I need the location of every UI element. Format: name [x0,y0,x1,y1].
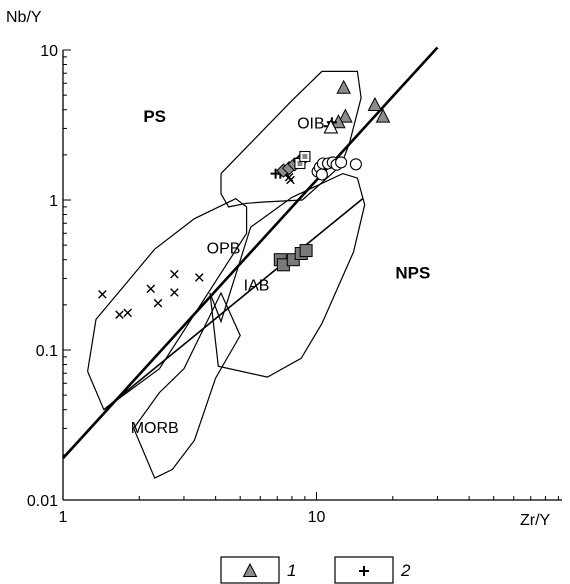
data-point-triangle-gray [336,79,352,94]
triangle-marker [336,79,352,94]
data-points [98,79,391,319]
plus-marker [359,566,369,576]
data-point-square-gray [299,244,313,258]
triangle-marker [367,96,383,111]
circle-marker [349,158,362,171]
x-marker [123,308,132,318]
square-marker-inner [297,161,303,166]
legend-label: 1 [287,561,296,580]
data-point-x-cross [286,175,295,185]
field-label-oib: OIB [297,115,325,132]
data-point-x-cross [146,284,156,294]
data-point-circle-open [315,168,328,181]
field-label-nps: NPS [395,263,430,282]
data-point-x-cross [98,290,107,299]
data-point-x-cross [153,298,163,308]
data-point-x-cross [170,288,179,297]
x-marker [115,310,124,319]
field-boundary-morb [133,291,241,479]
x-marker [170,288,179,297]
field-label-iab: IAB [244,277,270,294]
data-point-x-cross [170,269,179,279]
triangle-marker [338,108,353,123]
field-labels: PS NPS OIB OPB IAB MORB [131,107,431,437]
legend-label: 2 [400,561,411,580]
y-tick-label: 0.1 [36,343,58,360]
field-boundary-iab [209,172,366,378]
x-tick-label: 10 [308,509,326,526]
y-tick-label: 1 [49,193,58,210]
triangle-marker [323,119,339,134]
data-point-triangle-gray [338,108,353,123]
triangle-marker [375,108,391,123]
triangle-marker [242,562,258,577]
field-label-morb: MORB [131,420,179,437]
data-point-x-cross [115,310,124,319]
data-point-circle-open [335,156,348,169]
legend-marker-plus [359,566,369,576]
y-tick-label: 10 [40,43,58,60]
x-marker [98,290,107,299]
square-marker-inner [302,154,308,159]
data-point-circle-open [349,158,362,171]
discrimination-lines [62,46,439,460]
x-marker [286,175,295,185]
circle-marker [315,168,328,181]
y-tick-label: 0.01 [27,493,58,510]
square-marker [299,244,313,258]
discrimination-line-1 [62,46,439,460]
data-point-triangle-gray [375,108,391,123]
data-point-triangle-open [323,119,339,134]
field-label-opb: OPB [207,240,241,257]
legend-marker-triangle-gray [242,562,258,577]
x-marker [170,269,179,279]
x-marker [146,284,156,294]
field-label-ps: PS [143,107,166,126]
data-point-square-hollow [299,150,311,163]
y-axis-label: Nb/Y [6,9,42,26]
data-point-triangle-gray [367,96,383,111]
data-point-x-cross [195,273,204,282]
data-point-x-cross [123,308,132,318]
x-tick-label: 1 [59,509,68,526]
field-boundary-opb [87,198,248,411]
x-marker [195,273,204,282]
x-marker [153,298,163,308]
discrimination-line-2 [103,198,364,411]
x-axis-label: Zr/Y [520,512,551,529]
circle-marker [335,156,348,169]
